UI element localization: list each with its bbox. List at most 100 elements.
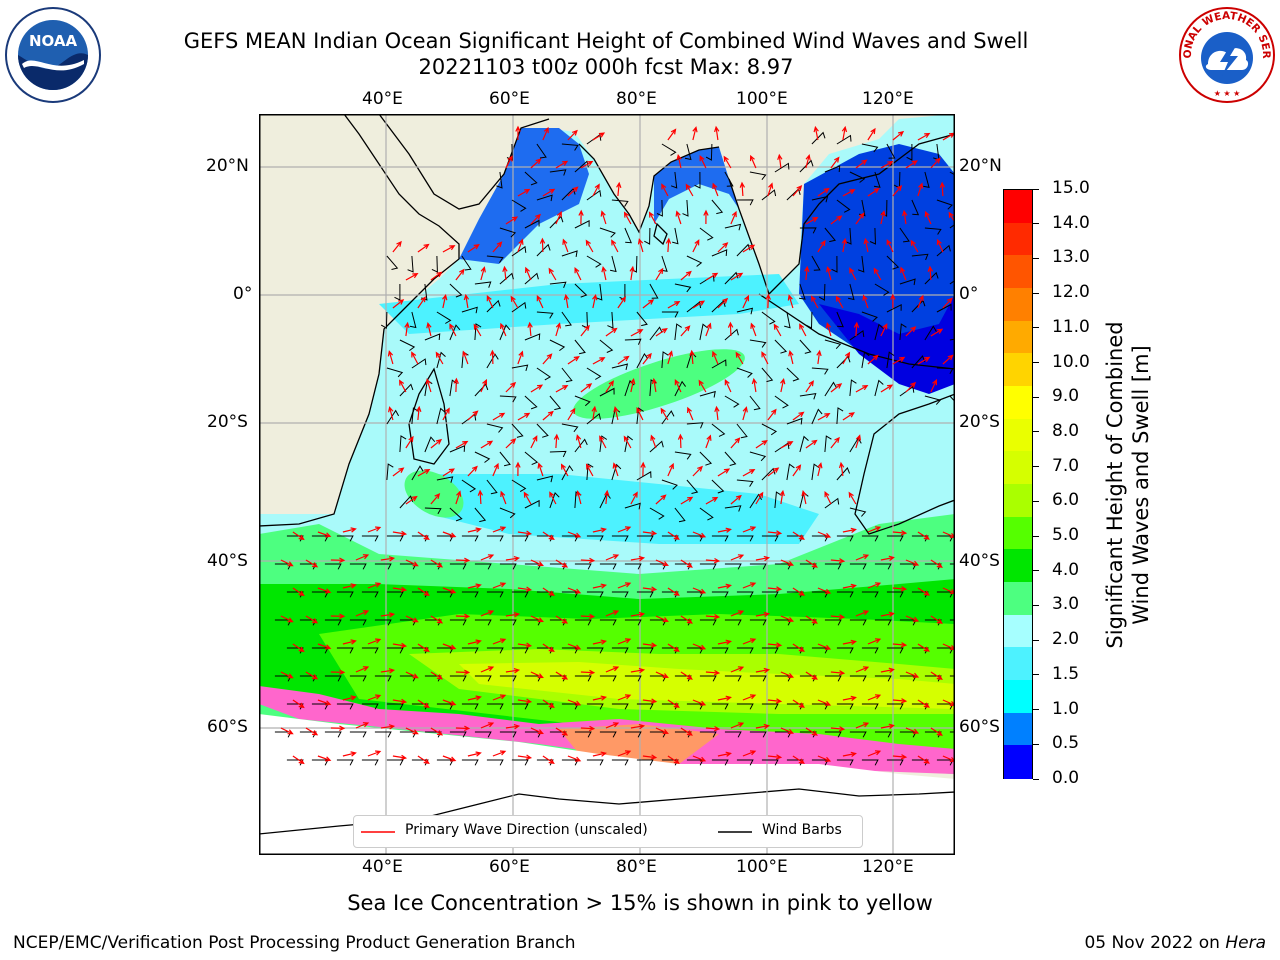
colorbar-tick-mark	[1033, 709, 1039, 711]
wave-direction-arrow	[630, 555, 646, 562]
wind-barb	[636, 535, 654, 542]
wave-direction-arrow	[330, 557, 346, 563]
wind-barb	[586, 367, 602, 380]
wave-direction-arrow	[505, 724, 521, 730]
wave-direction-arrow	[575, 434, 582, 449]
wave-direction-arrow	[892, 586, 908, 592]
wave-direction-arrow	[792, 185, 803, 197]
wave-direction-arrow	[453, 377, 459, 393]
wave-direction-arrow	[687, 406, 694, 421]
wind-barb	[599, 435, 608, 453]
wave-direction-arrow	[405, 671, 419, 679]
wind-barb	[599, 675, 617, 682]
wind-barb	[736, 423, 748, 439]
wind-barb	[336, 647, 354, 654]
wave-direction-arrow	[536, 294, 544, 309]
wave-direction-arrow	[613, 405, 619, 421]
wave-direction-arrow	[585, 239, 594, 253]
wave-direction-arrow	[477, 489, 484, 505]
wind-barb	[436, 407, 446, 425]
colorbar-tick-label: 8.0	[1052, 420, 1080, 441]
wave-direction-arrow	[667, 350, 673, 365]
wind-barb	[761, 189, 777, 201]
wind-barb	[824, 435, 832, 453]
svg-text:★ ★ ★: ★ ★ ★	[1214, 89, 1241, 98]
wave-direction-arrow	[612, 462, 619, 477]
ocean-deep-indonesia	[819, 295, 954, 394]
wave-direction-arrow	[855, 610, 870, 617]
wave-direction-arrow	[917, 531, 930, 540]
nws-logo: NATIONAL WEATHER SERVICE ★ ★ ★	[1174, 0, 1276, 104]
wind-barb	[549, 731, 567, 738]
wave-direction-arrow	[698, 379, 707, 393]
wind-barb	[749, 451, 767, 462]
ocean-mid-band-2	[419, 474, 819, 544]
wave-direction-arrow	[367, 750, 382, 757]
wave-direction-arrow	[430, 615, 444, 624]
wave-direction-arrow	[817, 413, 831, 421]
wind-barb	[761, 759, 779, 766]
wind-barb	[499, 227, 517, 238]
wave-direction-arrow	[667, 587, 680, 596]
wind-barb	[286, 759, 304, 766]
wind-barb	[474, 731, 492, 738]
wave-direction-arrow	[642, 299, 655, 309]
wind-barb	[824, 227, 837, 243]
wave-direction-arrow	[655, 727, 669, 734]
wind-barb	[449, 563, 467, 570]
wave-direction-arrow	[442, 755, 457, 762]
wind-barb	[761, 423, 778, 436]
wave-direction-arrow	[505, 155, 513, 169]
wave-direction-arrow	[867, 354, 879, 365]
wave-direction-arrow	[549, 491, 557, 505]
wave-direction-arrow	[848, 491, 857, 505]
wave-direction-arrow	[880, 555, 895, 561]
wave-direction-arrow	[742, 526, 757, 533]
wind-barb	[349, 563, 367, 570]
colorbar-tick-mark	[1033, 743, 1039, 745]
colorbar-tick-label: 1.0	[1052, 698, 1080, 719]
wind-barb	[699, 563, 717, 570]
wind-barb	[424, 507, 442, 515]
wave-direction-arrow	[480, 440, 494, 449]
wave-direction-arrow	[667, 699, 680, 708]
wave-direction-arrow	[667, 643, 680, 652]
wave-direction-arrow	[830, 726, 846, 732]
wave-direction-arrow	[817, 462, 823, 477]
wave-direction-arrow	[630, 377, 636, 393]
wave-height-map	[259, 114, 983, 855]
wave-direction-arrow	[317, 699, 332, 706]
wave-direction-arrow	[830, 614, 846, 620]
wave-direction-arrow	[699, 155, 707, 169]
sea-ice-note: Sea Ice Concentration > 15% is shown in …	[347, 891, 933, 915]
wave-direction-arrow	[517, 350, 524, 365]
wave-direction-arrow	[505, 438, 517, 449]
wind-barb	[761, 311, 776, 325]
wave-direction-arrow	[392, 240, 402, 253]
wind-barb	[911, 253, 929, 261]
wind-barb	[874, 283, 890, 296]
wave-direction-arrow	[742, 638, 757, 645]
wave-direction-arrow	[517, 530, 533, 536]
wave-direction-arrow	[742, 469, 756, 477]
wind-barb	[380, 311, 388, 329]
colorbar-swatch	[1004, 614, 1032, 649]
lat-tick-left-20s: 20°S	[207, 412, 248, 432]
wind-barb	[861, 759, 879, 766]
wave-direction-arrow	[580, 613, 596, 620]
wave-direction-arrow	[292, 755, 305, 765]
wave-direction-arrow	[842, 189, 856, 197]
wind-barb	[724, 171, 734, 187]
colorbar-tick-mark	[1033, 535, 1039, 537]
wind-barb	[644, 227, 651, 245]
wind-barb	[874, 675, 892, 682]
colorbar-tick-label: 0.5	[1052, 733, 1080, 754]
wind-barb	[836, 407, 844, 425]
wind-barb	[411, 647, 429, 654]
wind-barb	[786, 647, 804, 654]
wind-barb	[486, 255, 504, 263]
wind-barb	[899, 385, 915, 397]
lat-tick-left-0: 0°	[233, 284, 253, 304]
wind-barb	[624, 338, 642, 345]
wave-direction-arrow	[855, 159, 868, 169]
